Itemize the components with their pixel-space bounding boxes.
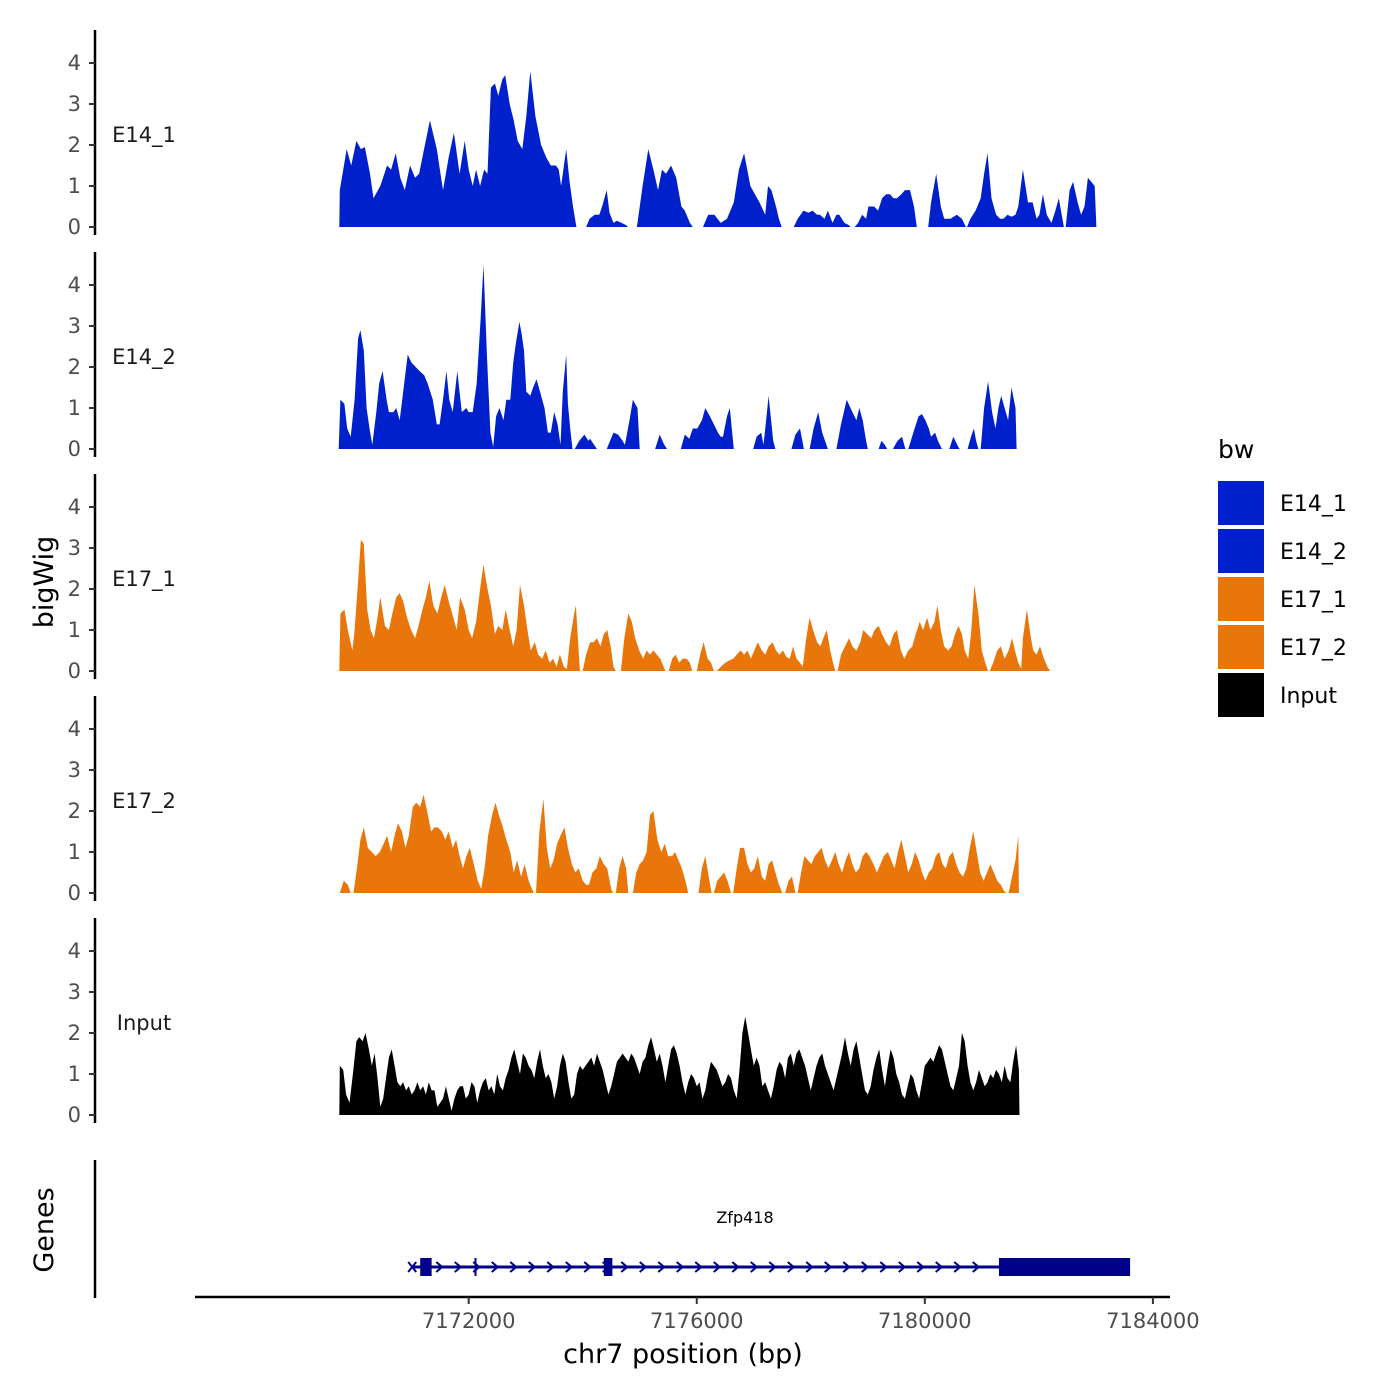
track-label: E14_1	[112, 123, 176, 148]
legend-label-e17_2: E17_2	[1280, 636, 1347, 661]
strand-arrow	[491, 1261, 500, 1273]
y-tick-label: 0	[68, 881, 81, 905]
y-tick-label: 3	[68, 980, 81, 1004]
genes-track: Zfp418	[93, 1160, 1131, 1298]
y-tick-label: 2	[68, 1021, 81, 1045]
y-tick-label: 1	[68, 618, 81, 642]
strand-arrow	[435, 1261, 444, 1273]
legend-swatch-e17_1	[1218, 577, 1264, 621]
x-axis: 7172000 7176000 7180000 7184000	[195, 1295, 1200, 1333]
legend-swatch-input	[1218, 673, 1264, 717]
track-label: E17_2	[112, 789, 176, 814]
strand-arrow	[768, 1261, 777, 1273]
strand-arrow	[898, 1261, 907, 1273]
y-tick-label: 2	[68, 577, 81, 601]
signal-area-e14_1	[339, 71, 1097, 227]
track-panel-e14_2: 0 1 2 3 4 E14_2	[68, 252, 1017, 461]
legend-label-e14_2: E14_2	[1280, 540, 1347, 565]
gene-zfp418: Zfp418	[407, 1208, 1131, 1276]
strand-arrow	[972, 1261, 981, 1273]
y-tick-label: 3	[68, 758, 81, 782]
strand-arrow	[879, 1261, 888, 1273]
legend-swatch-e14_2	[1218, 529, 1264, 573]
y-tick-label: 0	[68, 215, 81, 239]
strand-arrow	[546, 1261, 555, 1273]
y-axis-title: bigWig	[29, 536, 60, 629]
signal-area-e17_1	[339, 539, 1051, 671]
strand-arrow	[694, 1261, 703, 1273]
strand-arrow	[787, 1261, 796, 1273]
strand-arrow	[565, 1261, 574, 1273]
track-label: E14_2	[112, 345, 176, 370]
strand-arrow	[676, 1261, 685, 1273]
strand-arrow	[805, 1261, 814, 1273]
y-tick-label: 0	[68, 659, 81, 683]
x-tick-label: 7180000	[878, 1309, 972, 1333]
genes-axis-title: Genes	[29, 1187, 60, 1272]
track-panel-input: 0 1 2 3 4 Input	[68, 918, 1020, 1127]
track-label: E17_1	[112, 567, 176, 592]
track-label: Input	[117, 1011, 171, 1035]
strand-arrow	[639, 1261, 648, 1273]
strand-arrow	[842, 1261, 851, 1273]
legend: bw E14_1 E14_2 E17_1 E17_2 Input	[1218, 435, 1347, 717]
signal-area-e17_2	[339, 794, 1019, 893]
gene-exon	[603, 1258, 613, 1276]
gene-exon	[420, 1258, 432, 1276]
y-tick-label: 3	[68, 314, 81, 338]
y-tick-label: 0	[68, 1103, 81, 1127]
x-tick-label: 7184000	[1106, 1309, 1200, 1333]
strand-arrow	[509, 1261, 518, 1273]
legend-swatch-e14_1	[1218, 481, 1264, 525]
y-tick-label: 2	[68, 133, 81, 157]
track-panels: 0 1 2 3 4 E14_1 0 1 2 3 4 E14_2 0 1 2 3 4 E17_1 0 1 2 3 4 E17_2…	[68, 30, 1097, 1127]
y-tick-label: 4	[68, 51, 81, 75]
gene-label: Zfp418	[716, 1208, 773, 1227]
x-tick-label: 7176000	[650, 1309, 744, 1333]
strand-arrow	[824, 1261, 833, 1273]
strand-arrow	[657, 1261, 666, 1273]
strand-arrow	[528, 1261, 537, 1273]
strand-arrow	[953, 1261, 962, 1273]
gene-exon	[998, 1258, 1131, 1276]
y-tick-label: 1	[68, 840, 81, 864]
x-tick-label: 7172000	[422, 1309, 516, 1333]
strand-arrow	[916, 1261, 925, 1273]
y-tick-label: 2	[68, 355, 81, 379]
y-tick-label: 4	[68, 495, 81, 519]
strand-arrow	[713, 1261, 722, 1273]
y-tick-label: 4	[68, 717, 81, 741]
y-tick-label: 0	[68, 437, 81, 461]
y-tick-label: 3	[68, 92, 81, 116]
signal-area-input	[339, 1016, 1020, 1115]
strand-arrow	[731, 1261, 740, 1273]
strand-arrow	[935, 1261, 944, 1273]
legend-label-input: Input	[1280, 684, 1337, 709]
legend-swatch-e17_2	[1218, 625, 1264, 669]
legend-title: bw	[1218, 435, 1254, 464]
gene-start-mark	[407, 1261, 417, 1273]
track-panel-e17_2: 0 1 2 3 4 E17_2	[68, 696, 1019, 905]
strand-arrow	[620, 1261, 629, 1273]
legend-label-e14_1: E14_1	[1280, 492, 1347, 517]
y-tick-label: 4	[68, 939, 81, 963]
track-panel-e17_1: 0 1 2 3 4 E17_1	[68, 474, 1051, 683]
strand-arrow	[861, 1261, 870, 1273]
y-tick-label: 1	[68, 396, 81, 420]
y-tick-label: 1	[68, 1062, 81, 1086]
y-tick-label: 2	[68, 799, 81, 823]
strand-arrow	[454, 1261, 463, 1273]
y-tick-label: 3	[68, 536, 81, 560]
legend-label-e17_1: E17_1	[1280, 588, 1347, 613]
y-tick-label: 1	[68, 174, 81, 198]
strand-arrow	[750, 1261, 759, 1273]
strand-arrow	[583, 1261, 592, 1273]
signal-area-e14_2	[338, 264, 1017, 449]
x-axis-title: chr7 position (bp)	[563, 1339, 803, 1370]
track-panel-e14_1: 0 1 2 3 4 E14_1	[68, 30, 1097, 239]
y-tick-label: 4	[68, 273, 81, 297]
